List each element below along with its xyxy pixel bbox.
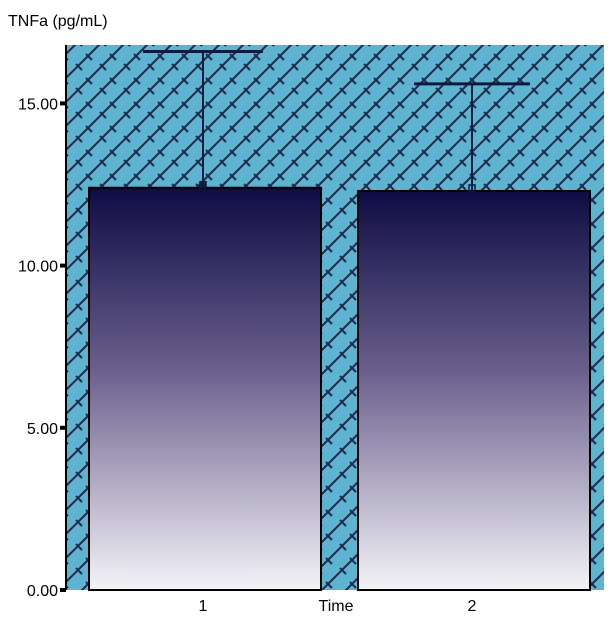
error-bar-1	[143, 49, 263, 189]
y-tick-mark	[60, 588, 66, 592]
y-axis-label: TNFa (pg/mL)	[8, 13, 108, 30]
bar-1	[88, 186, 322, 591]
y-tick-label: 10.00	[18, 259, 58, 276]
error-bars	[143, 49, 530, 192]
y-ticks: 0.00 5.00 10.00 15.00	[18, 96, 66, 600]
error-bar-2	[414, 82, 530, 192]
y-tick-label: 5.00	[27, 421, 58, 438]
x-tick-label-1: 1	[199, 598, 208, 615]
x-axis-label: Time	[319, 598, 354, 615]
y-tick-label: 15.00	[18, 96, 58, 113]
bars	[88, 186, 591, 591]
y-tick-mark	[60, 425, 66, 430]
y-tick-mark	[60, 101, 66, 106]
x-tick-label-2: 2	[468, 598, 477, 615]
y-tick-mark	[60, 263, 66, 268]
bar-2	[357, 189, 591, 591]
y-tick-label: 0.00	[27, 583, 58, 600]
